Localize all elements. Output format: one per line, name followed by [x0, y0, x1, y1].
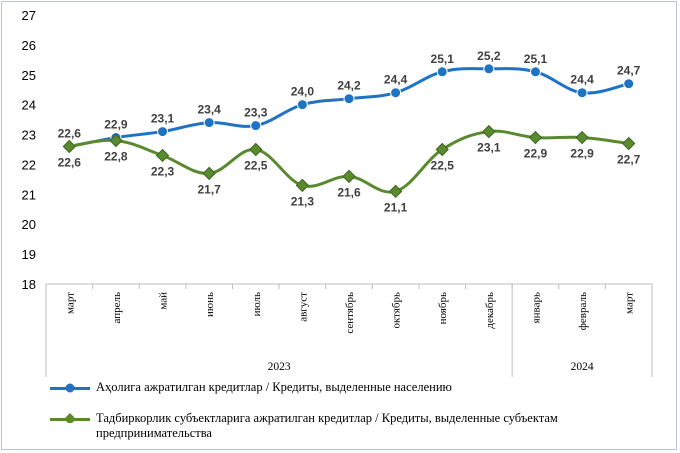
data-point-business: [249, 142, 263, 157]
data-point-business: [575, 130, 589, 145]
x-tick-label: март: [64, 292, 76, 314]
legend-swatch-business: [50, 411, 90, 426]
x-tick-label: июнь: [204, 292, 216, 317]
y-tick-label: 27: [22, 8, 36, 23]
legend-item-business: Тадбиркорлик субъектларига ажратилган кр…: [50, 411, 650, 441]
data-label-households: 25,1: [431, 52, 455, 66]
data-label-business: 23,1: [477, 141, 501, 155]
x-tick-label: февраль: [577, 292, 589, 330]
data-point-households: [483, 63, 495, 75]
x-tick-label: июль: [251, 292, 263, 316]
y-tick-label: 19: [22, 247, 36, 262]
data-point-business: [482, 124, 496, 139]
data-point-business: [295, 178, 310, 193]
y-tick-label: 18: [22, 277, 36, 292]
data-label-business: 22,7: [617, 153, 641, 167]
data-point-households: [343, 93, 355, 105]
data-point-households: [390, 87, 402, 99]
data-point-business: [528, 130, 543, 145]
data-label-business: 22,8: [104, 150, 128, 164]
data-point-households: [250, 120, 262, 132]
data-point-business: [109, 133, 123, 148]
x-tick-label: май: [158, 292, 170, 310]
data-label-business: 22,3: [151, 164, 175, 178]
data-label-business: 22,9: [570, 147, 594, 161]
data-point-business: [621, 136, 636, 151]
y-tick-label: 21: [22, 187, 36, 202]
legend-swatch-households: [50, 380, 90, 395]
data-point-households: [436, 66, 448, 78]
y-tick-label: 26: [22, 38, 36, 53]
x-tick-label: декабрь: [484, 292, 496, 329]
y-tick-label: 25: [22, 68, 36, 83]
data-label-households: 25,2: [477, 49, 501, 63]
data-label-business: 22,5: [431, 159, 455, 173]
data-point-business: [62, 139, 77, 154]
circle-marker-icon: [65, 383, 75, 393]
x-tick-label: ноябрь: [437, 292, 449, 324]
data-label-households: 24,4: [384, 73, 408, 87]
year-label: 2023: [268, 361, 291, 373]
x-tick-label: сентябрь: [344, 292, 356, 334]
data-point-households: [623, 78, 635, 90]
x-tick-label: октябрь: [391, 292, 403, 329]
y-tick-label: 22: [22, 157, 36, 172]
data-point-households: [203, 117, 215, 129]
x-tick-label: апрель: [111, 292, 123, 324]
diamond-marker-icon: [64, 413, 74, 423]
data-point-households: [529, 66, 541, 78]
data-label-households: 22,6: [58, 127, 82, 141]
x-tick-label: август: [297, 292, 309, 322]
x-tick-label: январь: [530, 292, 542, 323]
data-label-business: 21,7: [197, 182, 221, 196]
data-point-households: [157, 126, 169, 138]
data-label-households: 24,7: [617, 64, 641, 78]
data-point-business: [155, 148, 170, 163]
data-point-business: [388, 184, 403, 199]
data-label-business: 22,6: [58, 156, 82, 170]
data-point-business: [202, 166, 216, 181]
data-label-households: 24,4: [570, 73, 594, 87]
y-tick-label: 24: [22, 98, 36, 113]
data-label-business: 21,3: [291, 194, 315, 208]
data-label-households: 24,2: [337, 79, 361, 93]
data-label-households: 24,0: [291, 85, 315, 99]
data-label-households: 22,9: [104, 118, 128, 132]
data-label-households: 25,1: [524, 52, 548, 66]
legend-item-households: Аҳолига ажратилган кредитлар / Кредиты, …: [50, 380, 650, 395]
data-label-households: 23,3: [244, 106, 268, 120]
y-tick-label: 23: [22, 128, 36, 143]
legend-label-business: Тадбиркорлик субъектларига ажратилган кр…: [96, 411, 558, 440]
data-point-business: [342, 169, 356, 184]
year-label: 2024: [571, 361, 594, 373]
data-label-business: 22,9: [524, 147, 548, 161]
data-point-business: [435, 142, 449, 157]
data-label-business: 21,6: [337, 185, 361, 199]
legend-label-households: Аҳолига ажратилган кредитлар / Кредиты, …: [96, 380, 452, 394]
y-tick-label: 20: [22, 217, 36, 232]
data-label-households: 23,1: [151, 112, 175, 126]
data-label-business: 22,5: [244, 159, 268, 173]
data-label-households: 23,4: [197, 103, 221, 117]
data-point-households: [576, 87, 588, 99]
data-label-business: 21,1: [384, 200, 408, 214]
x-tick-label: март: [624, 292, 636, 314]
data-point-households: [296, 99, 308, 111]
